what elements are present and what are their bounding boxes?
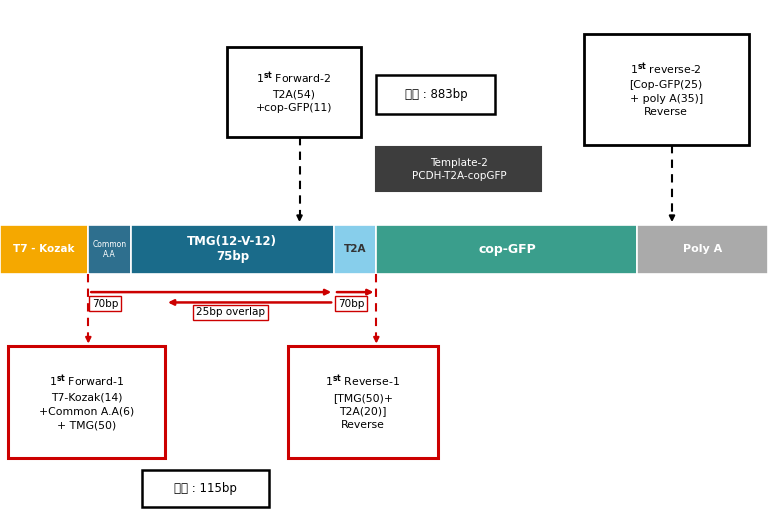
- Text: cop-GFP: cop-GFP: [478, 243, 536, 256]
- FancyBboxPatch shape: [376, 147, 541, 191]
- FancyBboxPatch shape: [288, 346, 438, 458]
- Text: Poly A: Poly A: [683, 245, 723, 254]
- Text: 70bp: 70bp: [92, 299, 118, 309]
- Text: 70bp: 70bp: [338, 299, 364, 309]
- FancyBboxPatch shape: [227, 47, 361, 137]
- Text: 1$^\mathbf{st}$ Forward-2
T2A(54)
+cop-GFP(11): 1$^\mathbf{st}$ Forward-2 T2A(54) +cop-G…: [256, 70, 332, 113]
- Bar: [637, 225, 768, 274]
- FancyBboxPatch shape: [376, 75, 495, 114]
- Text: 25bp overlap: 25bp overlap: [196, 308, 265, 317]
- Text: 예상 : 115bp: 예상 : 115bp: [174, 482, 237, 495]
- Bar: [131, 225, 334, 274]
- Text: 1$^\mathbf{st}$ Reverse-1
[TMG(50)+
T2A(20)]
Reverse: 1$^\mathbf{st}$ Reverse-1 [TMG(50)+ T2A(…: [326, 374, 400, 430]
- Text: T2A: T2A: [344, 245, 366, 254]
- Bar: [376, 225, 637, 274]
- Text: T7 - Kozak: T7 - Kozak: [13, 245, 75, 254]
- FancyBboxPatch shape: [8, 346, 165, 458]
- Text: 1$^\mathbf{st}$ reverse-2
[Cop-GFP(25)
+ poly A(35)]
Reverse: 1$^\mathbf{st}$ reverse-2 [Cop-GFP(25) +…: [630, 61, 703, 117]
- Bar: [88, 225, 131, 274]
- Bar: [334, 225, 376, 274]
- Text: 1$^\mathbf{st}$ Forward-1
T7-Kozak(14)
+Common A.A(6)
+ TMG(50): 1$^\mathbf{st}$ Forward-1 T7-Kozak(14) +…: [38, 374, 134, 430]
- FancyBboxPatch shape: [142, 470, 269, 507]
- Bar: [0, 225, 88, 274]
- Text: Template-2
PCDH-T2A-copGFP: Template-2 PCDH-T2A-copGFP: [412, 158, 506, 181]
- Text: 예상 : 883bp: 예상 : 883bp: [405, 88, 467, 101]
- FancyBboxPatch shape: [584, 34, 749, 145]
- Text: Common
A.A: Common A.A: [92, 240, 127, 259]
- Text: TMG(12-V-12)
75bp: TMG(12-V-12) 75bp: [187, 235, 277, 264]
